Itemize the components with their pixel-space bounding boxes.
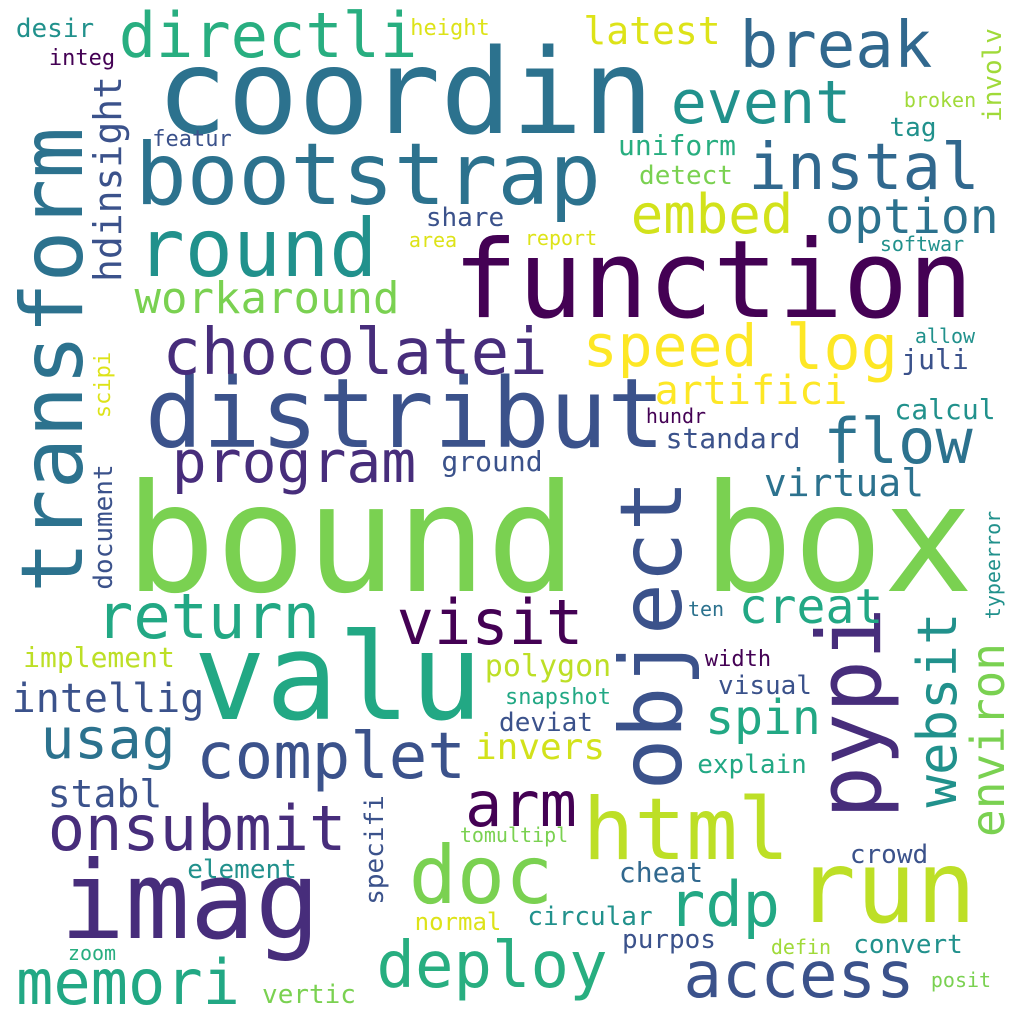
word-embed: embed: [630, 183, 794, 246]
word-visit: visit: [396, 586, 584, 659]
word-share: share: [425, 203, 505, 233]
word-break: break: [739, 9, 933, 83]
word-area: area: [408, 228, 458, 252]
word-return: return: [96, 580, 320, 653]
word-deviat: deviat: [499, 708, 593, 738]
word-broken: broken: [903, 88, 977, 112]
word-distribut: distribut: [144, 358, 666, 470]
word-defin: defin: [770, 935, 832, 959]
word-purpos: purpos: [622, 925, 716, 955]
word-height: height: [410, 16, 490, 41]
word-workaround: workaround: [134, 273, 400, 324]
word-desir: desir: [15, 14, 95, 44]
word-event: event: [670, 68, 852, 138]
word-environ: environ: [961, 643, 1015, 837]
word-flow: flow: [823, 405, 973, 478]
word-onsubmit: onsubmit: [47, 792, 347, 865]
word-option: option: [825, 189, 999, 245]
word-arm: arm: [465, 768, 577, 841]
word-snapshot: snapshot: [505, 685, 611, 710]
word-chocolatei: chocolatei: [162, 316, 548, 390]
word-zoom: zoom: [67, 941, 117, 965]
word-usag: usag: [40, 707, 176, 772]
word-instal: instal: [748, 131, 980, 205]
word-visual: visual: [718, 671, 812, 701]
word-normal: normal: [414, 908, 502, 936]
word-speed: speed: [582, 312, 758, 380]
word-document: document: [89, 464, 119, 590]
word-vertic: vertic: [262, 980, 356, 1010]
word-hdinsight: hdinsight: [86, 76, 130, 282]
word-circular: circular: [527, 902, 653, 932]
word-directli: directli: [118, 0, 418, 72]
word-uniform: uniform: [617, 129, 737, 162]
word-specifi: specifi: [360, 795, 390, 905]
word-run: run: [795, 829, 977, 946]
word-integ: integ: [48, 46, 116, 71]
word-access: access: [683, 939, 915, 1013]
word-allow: allow: [914, 324, 976, 348]
word-valu: valu: [193, 609, 483, 748]
word-softwar: softwar: [879, 232, 965, 256]
word-polygon: polygon: [484, 649, 612, 684]
word-round: round: [136, 202, 378, 295]
word-rdp: rdp: [668, 868, 780, 941]
word-tomultipl: tomultipl: [459, 823, 569, 847]
word-bound: bound: [125, 453, 577, 627]
word-artifici: artifici: [654, 368, 848, 414]
word-spin: spin: [705, 690, 821, 746]
word-log: log: [786, 311, 898, 384]
word-hundr: hundr: [645, 404, 707, 428]
word-websit: websit: [906, 612, 969, 808]
word-virtual: virtual: [763, 461, 925, 505]
word-element: element: [187, 855, 297, 885]
word-width: width: [704, 647, 772, 672]
word-box: box: [702, 453, 974, 627]
word-juli: juli: [901, 343, 969, 376]
word-latest: latest: [583, 9, 721, 53]
word-memori: memori: [16, 946, 240, 1019]
word-explain: explain: [697, 750, 807, 780]
word-detect: detect: [639, 161, 733, 191]
word-report: report: [524, 226, 598, 250]
word-imag: imag: [59, 839, 321, 964]
word-coordin: coordin: [156, 23, 654, 161]
word-program: program: [171, 428, 417, 496]
word-function: function: [452, 218, 974, 343]
word-object: object: [602, 479, 702, 791]
word-standard: standard: [665, 422, 801, 455]
word-ground: ground: [441, 445, 543, 478]
word-complet: complet: [196, 720, 466, 794]
word-ten: ten: [687, 597, 725, 621]
word-bootstrap: bootstrap: [135, 125, 601, 225]
word-tag: tag: [889, 113, 937, 143]
word-involv: involv: [978, 28, 1008, 122]
word-intellig: intellig: [11, 676, 205, 722]
word-crowd: crowd: [849, 840, 929, 870]
word-scipi: scipi: [91, 351, 116, 419]
word-convert: convert: [853, 930, 963, 960]
word-doc: doc: [408, 829, 554, 922]
word-invers: invers: [474, 727, 606, 768]
word-stabl: stabl: [47, 772, 163, 816]
word-html: html: [582, 780, 790, 880]
word-cheat: cheat: [618, 856, 704, 889]
word-calcul: calcul: [894, 393, 996, 426]
word-transform: transform: [3, 127, 103, 593]
word-posit: posit: [930, 968, 992, 992]
word-featur: featur: [152, 127, 232, 152]
word-typeerror: typeerror: [981, 510, 1005, 620]
word-deploy: deploy: [376, 929, 608, 1003]
word-creat: creat: [738, 579, 884, 635]
word-implement: implement: [23, 641, 175, 674]
